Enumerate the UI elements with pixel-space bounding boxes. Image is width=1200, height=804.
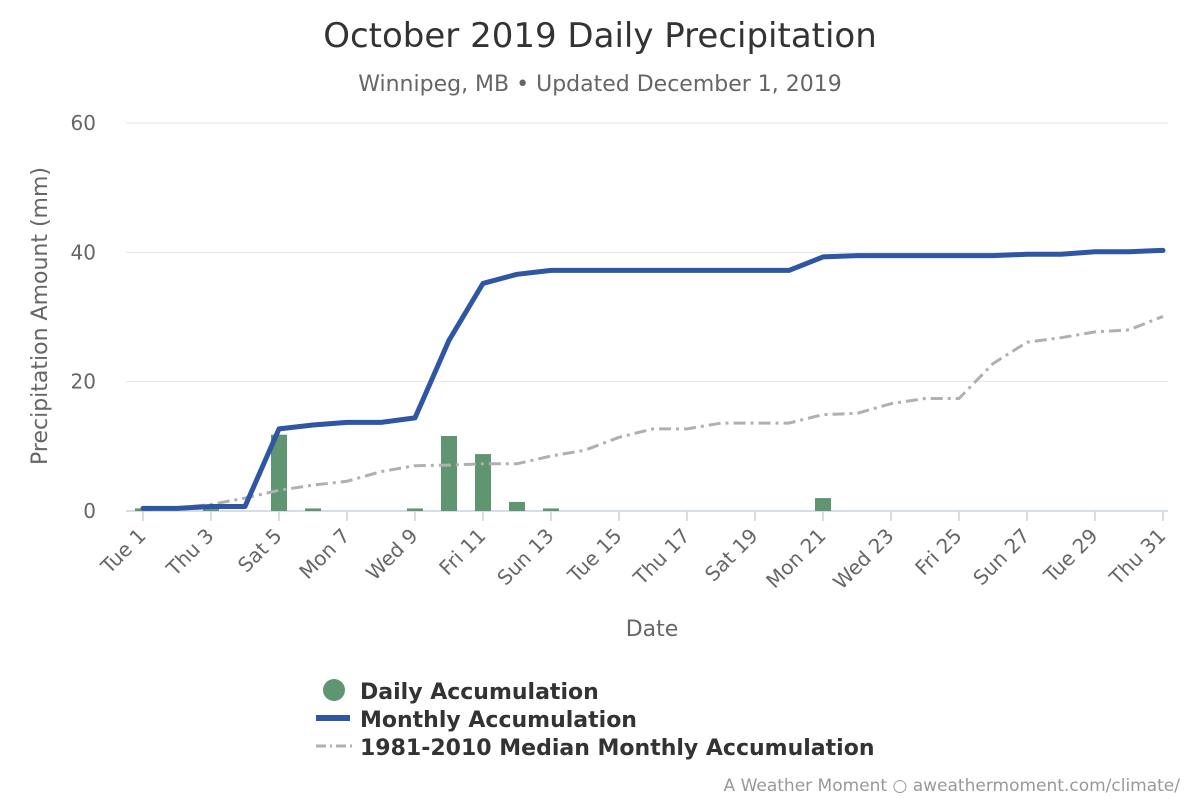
daily-bar[interactable] [407, 508, 423, 511]
x-tick-label: Tue 1 [95, 524, 150, 579]
x-tick-label: Wed 23 [828, 524, 898, 594]
y-axis-ticks: 0 20 40 60 [71, 111, 96, 523]
chart-subtitle: Winnipeg, MB • Updated December 1, 2019 [358, 72, 842, 97]
credits-link[interactable]: A Weather Moment ○ aweathermoment.com/cl… [724, 776, 1181, 796]
x-axis-title: Date [626, 617, 679, 642]
x-tick-label: Mon 7 [294, 524, 354, 584]
x-tick-label: Fri 11 [434, 524, 490, 580]
x-tick-label: Wed 9 [361, 524, 422, 585]
daily-bar[interactable] [203, 509, 219, 511]
daily-bars [135, 434, 831, 511]
monthly-accumulation-line[interactable] [140, 247, 1166, 511]
x-tick-label: Tue 29 [1038, 524, 1102, 588]
chart-title: October 2019 Daily Precipitation [323, 16, 877, 56]
x-tick-label: Thu 17 [628, 524, 695, 591]
legend-item-median[interactable]: 1981-2010 Median Monthly Accumulation [316, 736, 875, 761]
x-tick-label: Sun 13 [492, 524, 558, 590]
x-tick-label: Sun 27 [968, 524, 1034, 590]
x-tick-label: Mon 21 [761, 524, 830, 593]
y-tick-label: 40 [71, 240, 96, 264]
daily-bar[interactable] [305, 508, 321, 511]
legend-item-monthly[interactable]: Monthly Accumulation [316, 708, 637, 733]
legend-daily-marker [323, 679, 345, 701]
y-tick-label: 0 [83, 499, 96, 523]
legend-monthly-label: Monthly Accumulation [360, 708, 637, 733]
legend: Daily Accumulation Monthly Accumulation … [316, 679, 875, 761]
x-tick-label: Sat 19 [700, 524, 763, 587]
series-lines [140, 247, 1166, 512]
y-tick-label: 60 [71, 111, 96, 135]
daily-bar[interactable] [543, 508, 559, 511]
x-tick-label: Thu 3 [161, 524, 219, 582]
daily-bar[interactable] [815, 498, 831, 511]
x-tick-label: Thu 31 [1104, 524, 1171, 591]
median-accumulation-line[interactable] [142, 315, 1164, 512]
daily-bar[interactable] [475, 454, 491, 511]
legend-item-daily[interactable]: Daily Accumulation [323, 679, 599, 705]
y-tick-label: 20 [71, 370, 96, 394]
legend-daily-label: Daily Accumulation [360, 680, 599, 705]
x-tick-label: Tue 15 [562, 524, 626, 588]
x-tick-label: Fri 25 [910, 524, 966, 580]
grid-layer [126, 122, 1168, 383]
x-axis: Tue 1 Thu 3 Sat 5 Mon 7 Wed 9 Fri 11 Sun 13 Tue… [95, 510, 1171, 594]
y-axis-title: Precipitation Amount (mm) [28, 167, 53, 465]
legend-median-label: 1981-2010 Median Monthly Accumulation [360, 736, 875, 761]
daily-bar[interactable] [509, 501, 525, 511]
x-tick-label: Sat 5 [233, 524, 287, 578]
daily-bar[interactable] [441, 435, 457, 511]
